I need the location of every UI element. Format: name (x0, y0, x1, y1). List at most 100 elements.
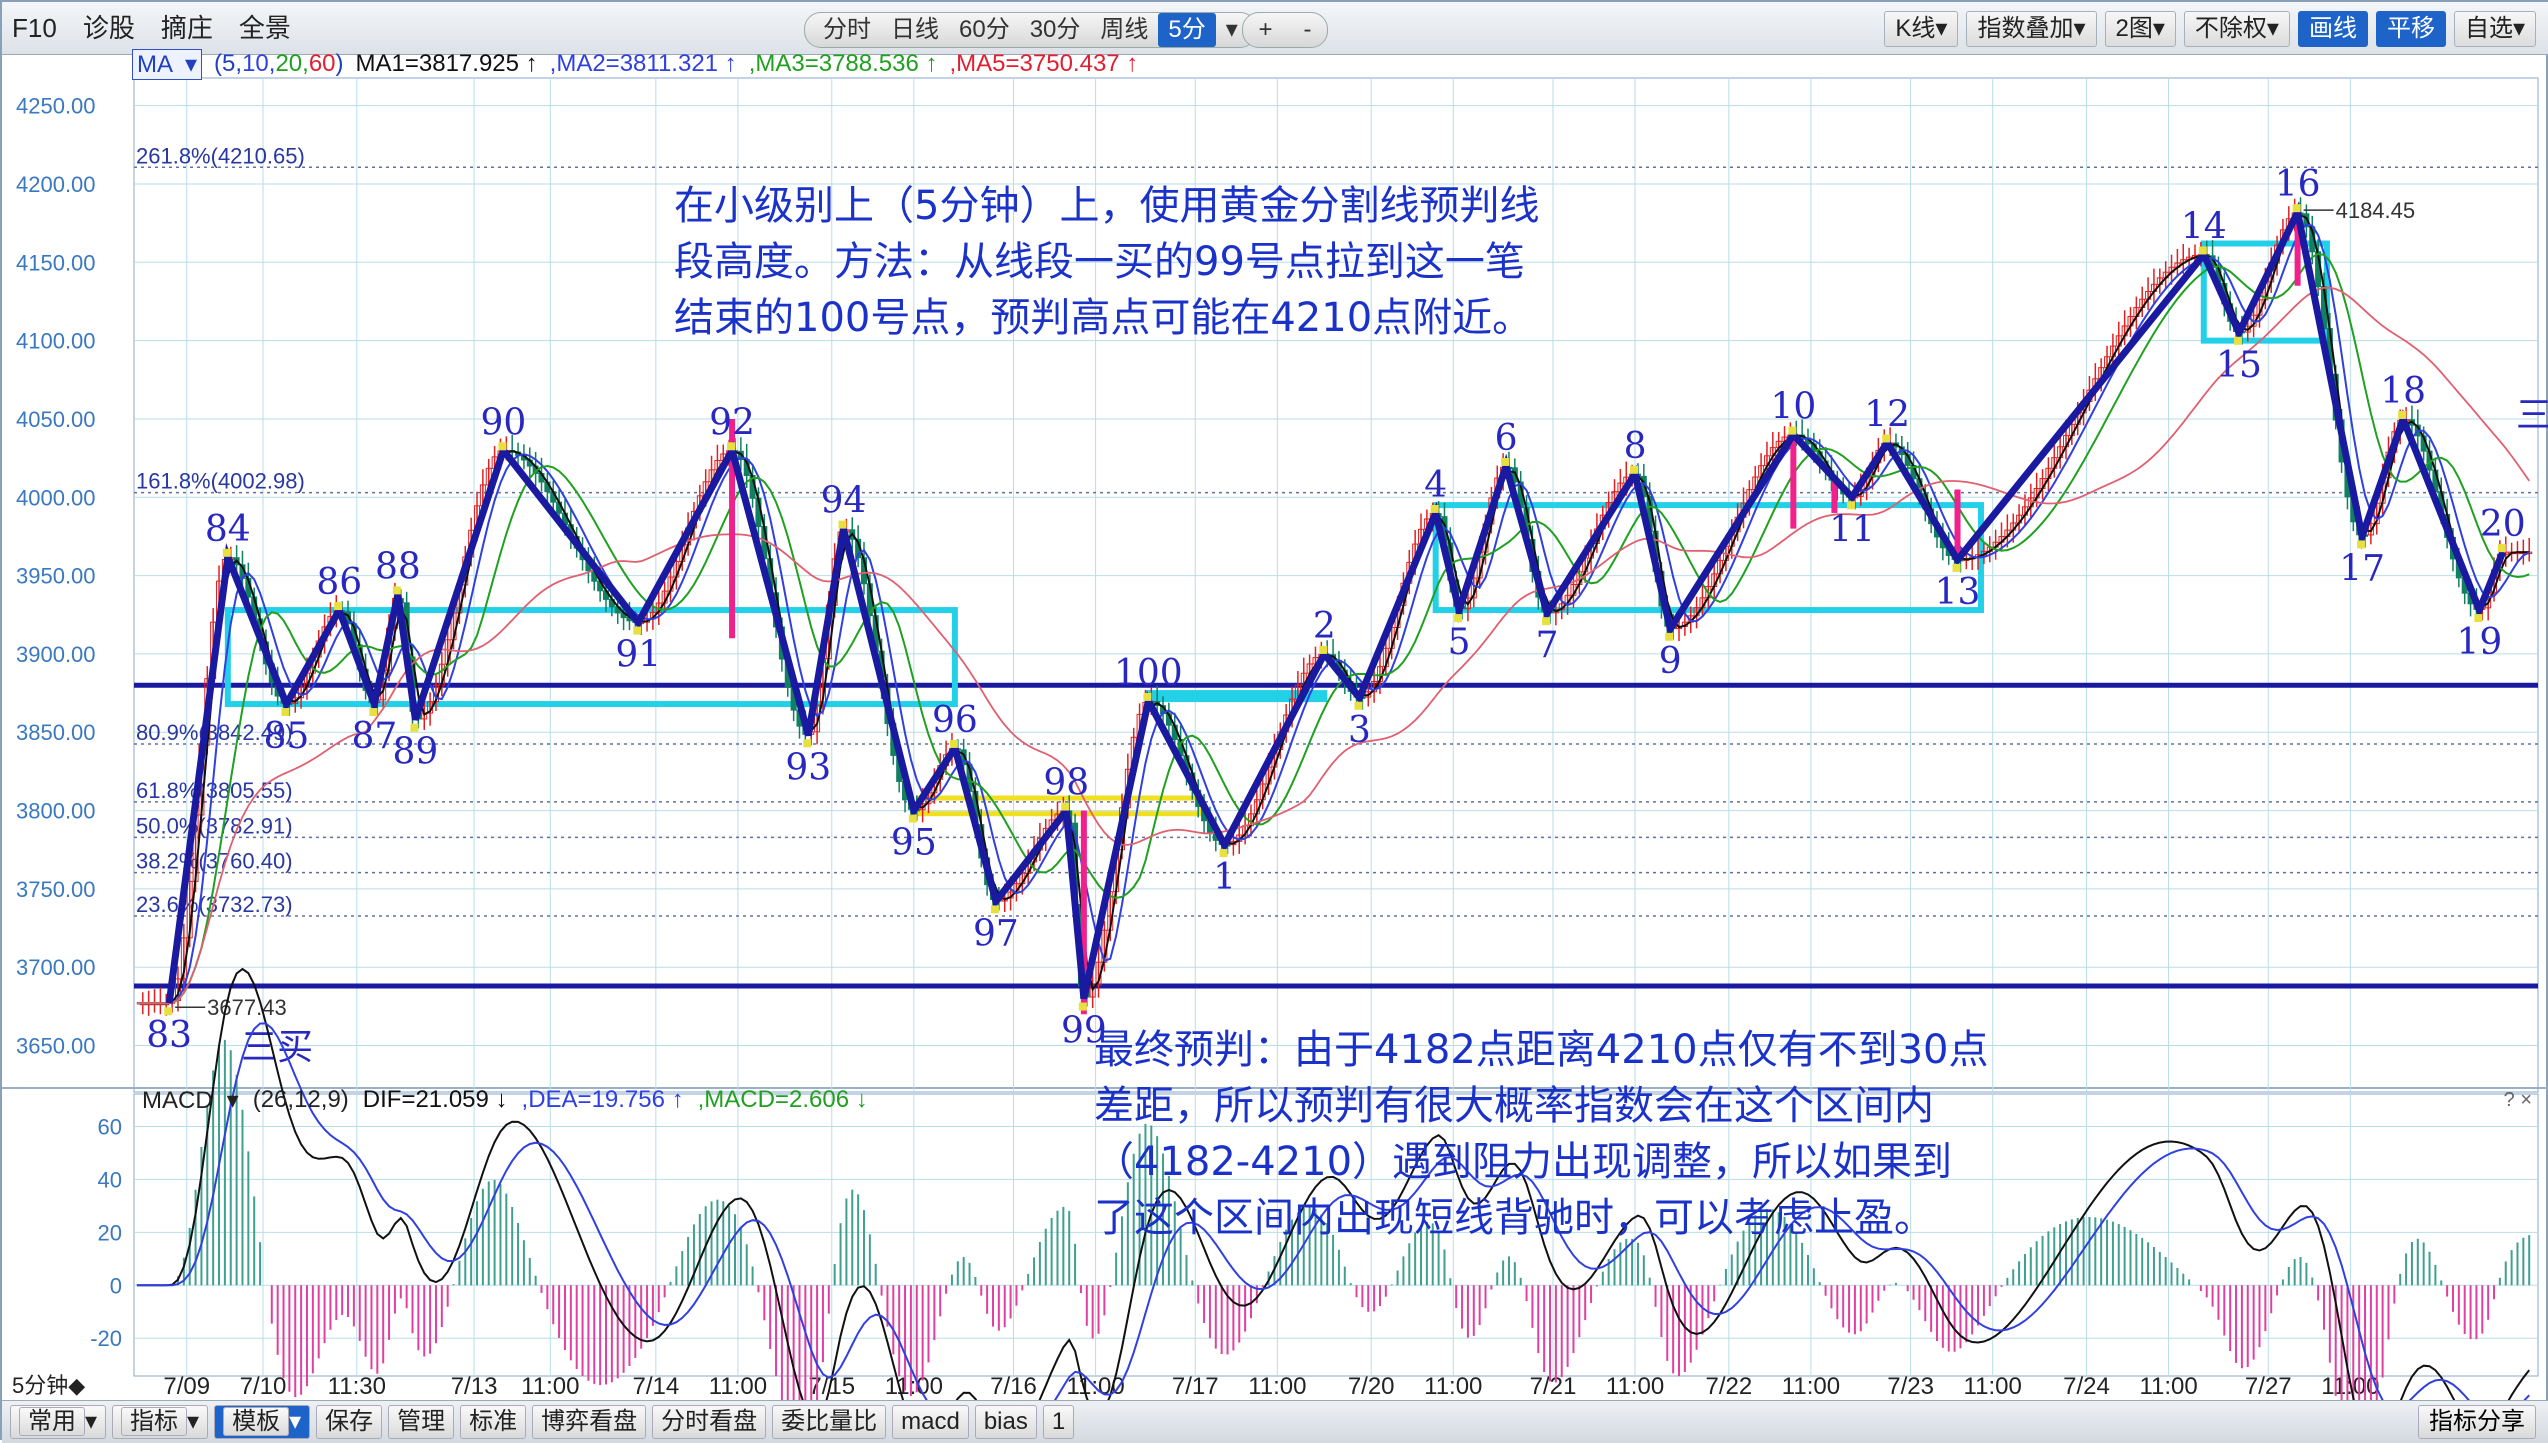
tab-manage[interactable]: 管理 (388, 1405, 455, 1439)
ma-params: (5,10,20,60) (214, 50, 343, 78)
bi-point-label: 92 (709, 402, 755, 443)
bi-point-marker (1882, 434, 1891, 443)
tab-common[interactable]: 常用 ▾ (10, 1405, 107, 1439)
zhaizhuang-button[interactable]: 摘庄 (160, 13, 213, 43)
price-axis-label: 4200.00 (16, 172, 96, 197)
period-weekly[interactable]: 周线 (1100, 16, 1149, 43)
period-label[interactable]: 5分钟◆ (12, 1373, 86, 1398)
fib-label: 38.2%(3760.40) (136, 849, 293, 874)
fib-label: 261.8%(4210.65) (136, 143, 305, 168)
bi-point-marker (1665, 632, 1674, 641)
time-axis-label: 11:00 (1424, 1373, 1482, 1400)
price-axis-label: 3950.00 (16, 564, 96, 589)
price-axis-label: 4150.00 (16, 250, 96, 275)
ma2-value: ,MA2=3811.321 ↑ (549, 50, 737, 77)
bi-point-marker (1319, 645, 1328, 654)
bi-point-label: 17 (2339, 548, 2385, 589)
bi-point-label: 100 (1114, 653, 1183, 694)
bi-point-marker (281, 708, 290, 717)
zoom-out-button[interactable]: - (1303, 16, 1312, 43)
tab-indicator-label: 指标 (121, 1407, 188, 1436)
bi-point-label: 90 (480, 402, 526, 443)
bi-point-marker (334, 602, 343, 611)
price-axis-label: 3800.00 (16, 799, 96, 824)
bottom-toolbar: 常用 ▾ 指标 ▾ 模板 ▾ 保存 管理 标准 博弈看盘 分时看盘 委比量比 macd… (2, 1400, 2548, 1443)
high-price-label: 4184.45 (2336, 198, 2416, 223)
tab-indicator[interactable]: 指标 ▾ (112, 1405, 209, 1439)
macd-indicator-button[interactable]: MACD ▾ (142, 1087, 239, 1114)
bi-point-label: 11 (1829, 509, 1875, 550)
f10-button[interactable]: F10 (12, 13, 57, 43)
period-30min[interactable]: 30分 (1029, 16, 1081, 43)
bi-point-label: 95 (891, 823, 937, 864)
bi-point-label: 9 (1659, 641, 1682, 682)
bi-point-marker (633, 626, 642, 635)
bi-point-label: 3 (1348, 710, 1371, 751)
bi-point-marker (2357, 540, 2366, 549)
zoom-in-button[interactable]: + (1258, 16, 1273, 43)
tab-one[interactable]: 1 (1042, 1405, 1075, 1439)
price-axis-label: 3900.00 (16, 642, 96, 667)
macd-axis-label: 40 (98, 1167, 122, 1192)
period-5min[interactable]: 5分 (1158, 13, 1216, 47)
tab-standard[interactable]: 标准 (460, 1405, 527, 1439)
tab-ratio[interactable]: 委比量比 (772, 1405, 887, 1439)
bi-point-marker (498, 442, 507, 451)
tab-game-view[interactable]: 博弈看盘 (532, 1405, 647, 1439)
panorama-button[interactable]: 全景 (238, 13, 291, 43)
indicator-share-button[interactable]: 指标分享 (2418, 1405, 2536, 1439)
macd-axis-label: 60 (98, 1114, 122, 1139)
bi-point-label: 15 (2216, 345, 2262, 386)
top-toolbar: F10 诊股 摘庄 全景 分时 日线 60分 30分 周线 5分 ▾ + - K… (2, 2, 2548, 55)
fib-label: 80.9%(3842.49) (136, 720, 293, 745)
time-axis-label: 11:00 (1606, 1373, 1664, 1400)
period-dropdown-icon[interactable]: ▾ (1225, 16, 1238, 43)
bi-point-marker (838, 520, 847, 529)
bottom-tabs: 常用 ▾ 指标 ▾ 模板 ▾ 保存 管理 标准 博弈看盘 分时看盘 委比量比 macd… (10, 1405, 1075, 1439)
bi-point-marker (1542, 617, 1551, 626)
pan-button[interactable]: 平移 (2375, 11, 2446, 47)
bi-point-label: 13 (1935, 572, 1981, 613)
time-axis-label: 7/24 (2063, 1373, 2110, 1400)
tab-bias[interactable]: bias (974, 1405, 1037, 1439)
kline-type-dropdown[interactable]: K线▾ (1884, 11, 1959, 47)
bi-point-marker (1846, 501, 1855, 510)
candle-body (2367, 523, 2374, 536)
watchlist-label: 自选 (2464, 15, 2513, 42)
fib-label: 61.8%(3805.55) (136, 778, 293, 803)
ma3-value: ,MA3=3788.536 ↑ (748, 50, 938, 77)
bi-point-label: 16 (2275, 164, 2321, 205)
bi-point-marker (1078, 1002, 1087, 1011)
time-axis-label: 7/16 (990, 1373, 1037, 1400)
bi-point-label: 10 (1770, 387, 1816, 428)
macd-axis-label: 20 (98, 1220, 122, 1245)
candle-body (960, 749, 967, 766)
two-chart-dropdown[interactable]: 2图▾ (2104, 11, 2176, 47)
price-axis-label: 3750.00 (16, 877, 96, 902)
period-minute[interactable]: 分时 (823, 16, 871, 43)
tab-template[interactable]: 模板 ▾ (214, 1405, 311, 1439)
tab-save[interactable]: 保存 (316, 1405, 383, 1439)
bi-point-marker (1630, 465, 1639, 474)
no-rights-dropdown[interactable]: 不除权▾ (2183, 11, 2290, 47)
index-overlay-dropdown[interactable]: 指数叠加▾ (1966, 11, 2097, 47)
bi-point-label: 14 (2181, 206, 2227, 247)
price-axis-label: 4100.00 (16, 329, 96, 354)
period-daily[interactable]: 日线 (891, 16, 939, 43)
time-axis-label: 7/09 (163, 1373, 210, 1400)
draw-line-button[interactable]: 画线 (2297, 11, 2368, 47)
diagnose-button[interactable]: 诊股 (82, 13, 135, 43)
time-axis-label: 11:00 (709, 1373, 767, 1400)
watchlist-dropdown[interactable]: 自选▾ (2453, 11, 2536, 47)
time-axis-label: 7/14 (632, 1373, 679, 1400)
ma-indicator-button[interactable]: MA ▾ (132, 48, 203, 80)
bi-point-label: 89 (393, 732, 439, 773)
tab-intraday-view[interactable]: 分时看盘 (652, 1405, 767, 1439)
ma3-line (136, 252, 2530, 1005)
bi-point-label: 93 (785, 747, 831, 788)
tab-macd[interactable]: macd (892, 1405, 969, 1439)
kline-label: K线 (1895, 15, 1936, 42)
period-60min[interactable]: 60分 (959, 16, 1010, 43)
